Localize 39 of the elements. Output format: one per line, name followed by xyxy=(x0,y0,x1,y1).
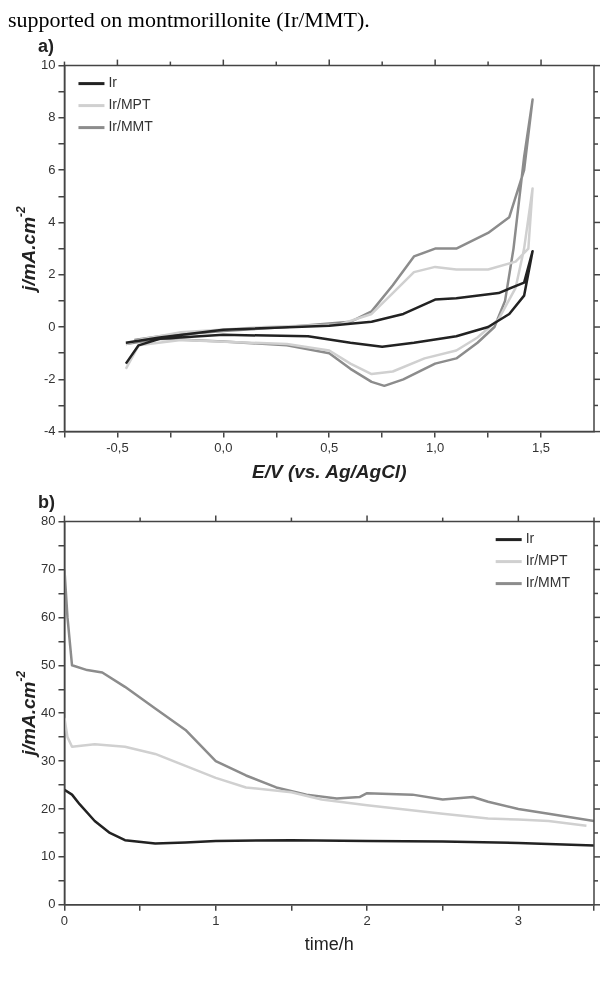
y-tick-label: 20 xyxy=(40,800,56,816)
y-tick-label: 0 xyxy=(48,318,56,334)
y-tick-label: 2 xyxy=(48,266,56,282)
y-tick-label: 6 xyxy=(48,161,56,177)
x-tick-label: -0,5 xyxy=(106,439,129,455)
y-tick-label: 4 xyxy=(48,214,56,230)
y-tick-label: 50 xyxy=(40,656,56,672)
legend-label: Ir xyxy=(525,530,535,547)
legend-label: Ir xyxy=(108,74,118,91)
x-tick-label: 3 xyxy=(514,913,522,929)
legend-label: Ir/MPT xyxy=(525,552,569,569)
legend-label: Ir/MMT xyxy=(108,118,154,135)
x-axis-title: E/V (vs. Ag/AgCl) xyxy=(251,460,407,482)
x-tick-label: 0 xyxy=(60,913,69,929)
chart-title: b) xyxy=(38,491,55,512)
x-tick-label: 1,0 xyxy=(426,439,445,455)
x-tick-label: 1 xyxy=(212,913,220,929)
y-tick-label: 80 xyxy=(40,513,56,529)
y-tick-label: 10 xyxy=(40,848,56,864)
y-tick-label: 10 xyxy=(40,57,56,73)
y-tick-label: -2 xyxy=(43,370,56,386)
x-tick-label: 2 xyxy=(363,913,371,929)
x-tick-label: 1,5 xyxy=(532,439,551,455)
x-tick-label: 0,5 xyxy=(320,439,339,455)
y-tick-label: 70 xyxy=(40,561,56,577)
y-tick-label: 30 xyxy=(40,752,56,768)
legend-label: Ir/MPT xyxy=(108,96,151,113)
y-tick-label: 8 xyxy=(48,109,56,125)
y-tick-label: -4 xyxy=(43,423,56,439)
y-tick-label: 0 xyxy=(48,896,56,912)
text: supported on montmorillonite (Ir/MMT). xyxy=(8,7,371,32)
x-tick-label: 0,0 xyxy=(214,439,233,455)
y-axis-title: j/mA.cm-2 xyxy=(14,205,40,294)
y-tick-label: 40 xyxy=(40,704,56,720)
y-tick-label: 60 xyxy=(40,608,56,624)
chart-title: a) xyxy=(38,35,55,56)
y-axis-title: j/mA.cm-2 xyxy=(14,670,40,759)
legend-label: Ir/MMT xyxy=(525,574,571,591)
x-axis-title: time/h xyxy=(304,934,354,955)
